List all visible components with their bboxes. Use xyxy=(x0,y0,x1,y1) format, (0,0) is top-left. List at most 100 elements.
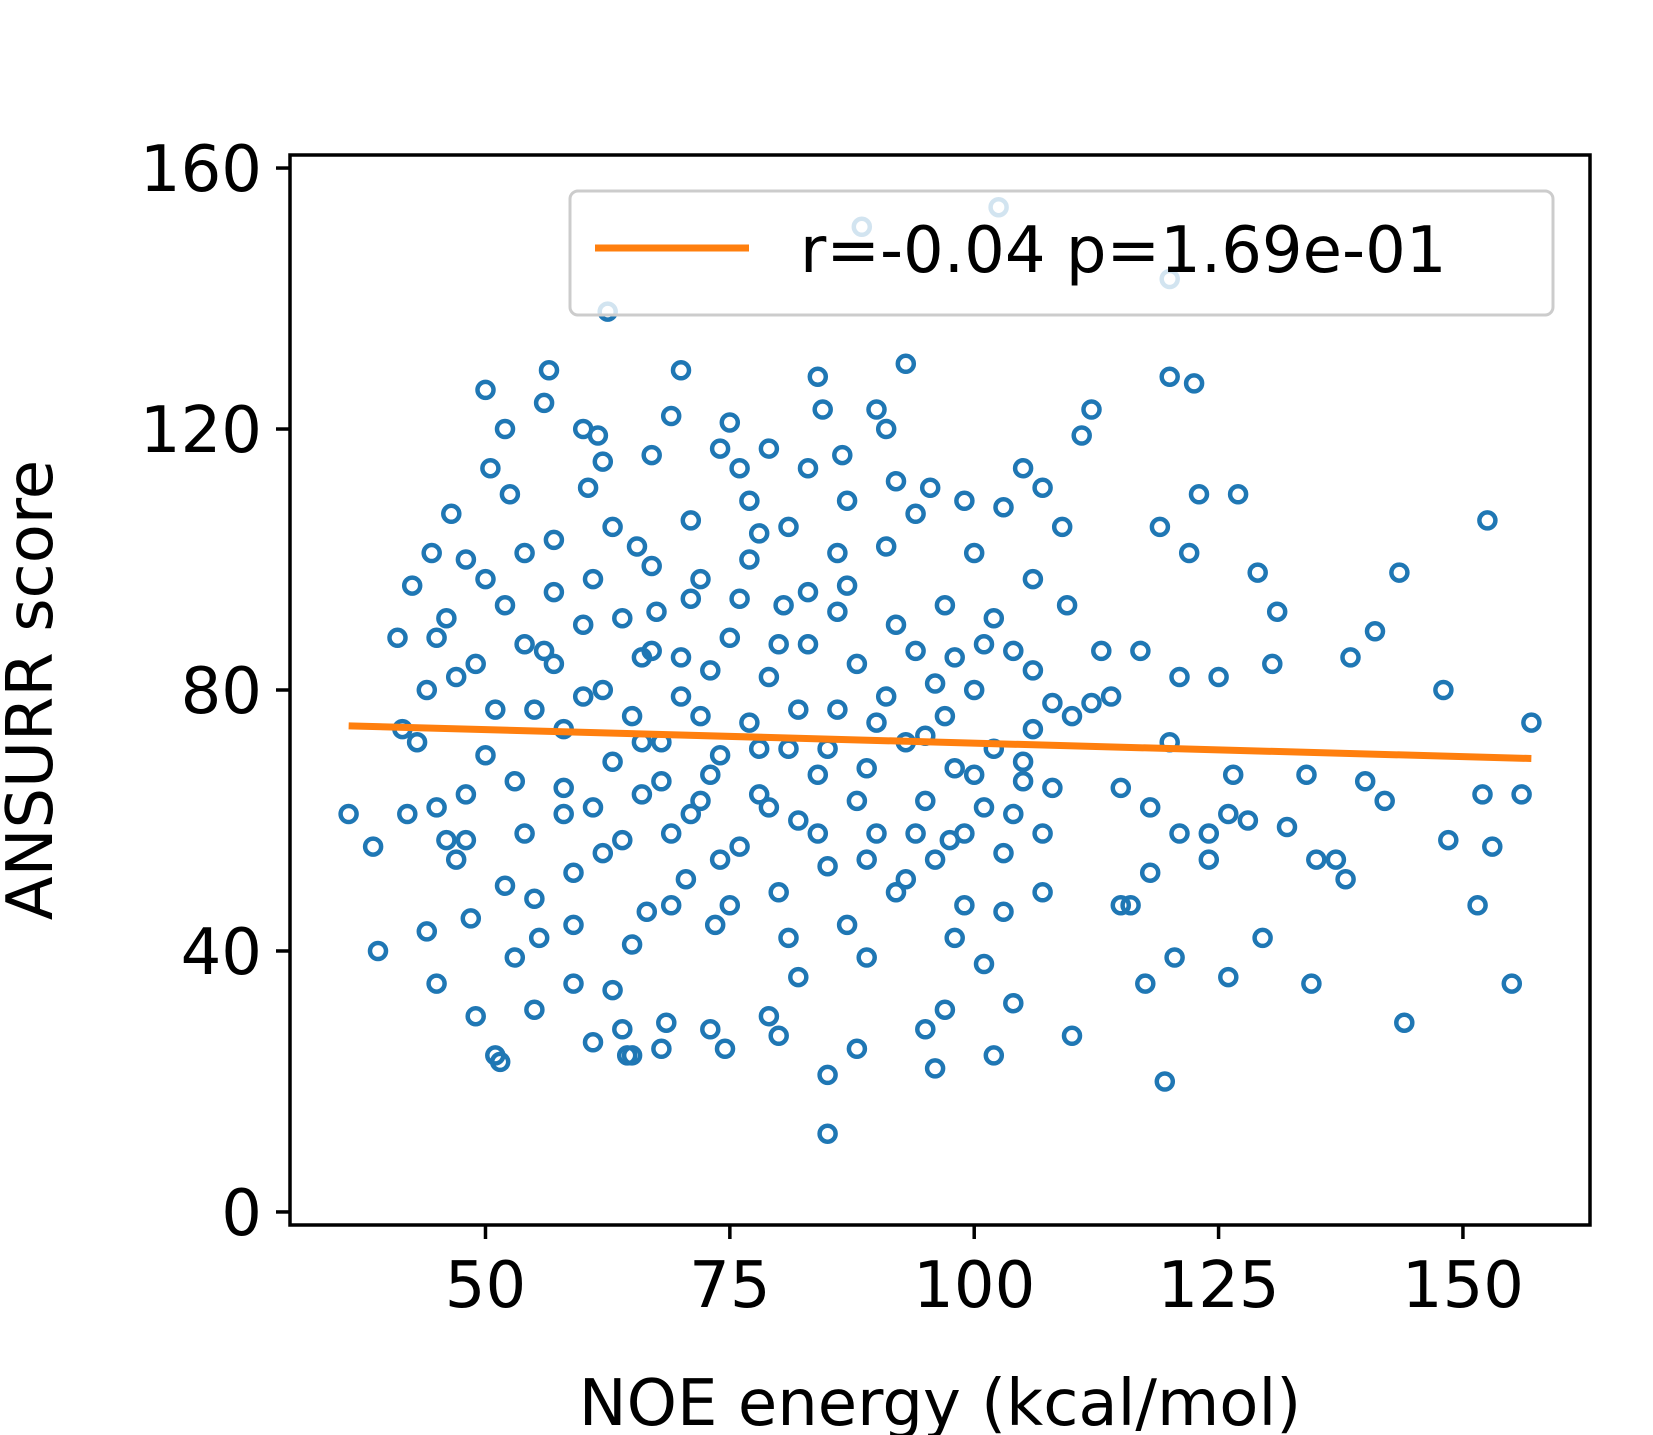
data-point xyxy=(788,966,809,988)
data-point xyxy=(1188,484,1210,505)
data-point xyxy=(436,829,457,851)
data-point xyxy=(1032,477,1053,498)
data-point xyxy=(1056,594,1078,616)
data-point xyxy=(944,758,965,779)
data-point xyxy=(1472,784,1493,805)
data-point xyxy=(778,516,799,538)
legend-box xyxy=(568,189,1555,317)
data-point xyxy=(660,823,682,844)
data-point xyxy=(465,1005,486,1027)
data-point xyxy=(875,686,897,707)
data-point xyxy=(533,392,555,414)
data-point xyxy=(572,614,594,636)
data-point xyxy=(670,360,692,381)
data-point xyxy=(680,803,702,825)
data-point xyxy=(1042,692,1063,714)
data-point xyxy=(475,568,496,590)
data-point xyxy=(832,444,853,466)
data-point xyxy=(934,999,956,1020)
data-point xyxy=(1208,666,1229,688)
data-point xyxy=(338,803,359,825)
data-point xyxy=(494,418,516,440)
data-point xyxy=(1301,973,1322,994)
data-point xyxy=(455,784,477,805)
data-point xyxy=(895,868,917,890)
data-point xyxy=(1364,621,1386,642)
y-axis-title: ANSURR score xyxy=(0,460,68,920)
data-point xyxy=(524,888,545,910)
data-point xyxy=(1169,823,1190,844)
data-point xyxy=(1051,516,1073,538)
data-point xyxy=(1374,790,1395,812)
data-point xyxy=(494,594,516,616)
data-point xyxy=(1521,712,1542,733)
data-point xyxy=(397,803,418,825)
data-point xyxy=(709,438,731,459)
data-point xyxy=(592,451,614,472)
data-point xyxy=(494,875,516,896)
data-point xyxy=(846,653,868,675)
data-point xyxy=(504,947,526,968)
data-point xyxy=(1012,771,1034,792)
data-point xyxy=(1130,640,1151,662)
data-point xyxy=(719,895,741,916)
data-point xyxy=(426,627,447,649)
data-point xyxy=(748,523,770,544)
data-point xyxy=(621,934,643,955)
data-point xyxy=(1262,653,1283,675)
data-point xyxy=(797,634,819,655)
data-point xyxy=(563,862,584,883)
data-point xyxy=(788,810,809,831)
y-tick-label: 80 xyxy=(181,655,262,729)
data-point xyxy=(1178,542,1200,564)
data-point xyxy=(445,849,467,870)
data-point xyxy=(817,855,838,877)
data-point xyxy=(1110,895,1132,916)
data-point xyxy=(641,444,662,466)
data-point xyxy=(954,895,975,916)
data-point xyxy=(1139,797,1161,818)
data-point xyxy=(367,940,389,962)
data-point xyxy=(416,921,438,942)
data-point xyxy=(1252,927,1273,949)
data-point xyxy=(1306,849,1327,870)
data-point xyxy=(1135,973,1156,994)
data-point xyxy=(1325,849,1347,870)
data-point xyxy=(1218,803,1239,825)
data-point xyxy=(1081,692,1102,714)
data-point xyxy=(602,751,623,773)
data-point xyxy=(739,549,760,570)
data-point xyxy=(563,914,584,936)
data-point xyxy=(846,1038,868,1060)
data-point xyxy=(1022,718,1044,740)
data-point xyxy=(1394,1012,1415,1033)
data-point xyxy=(885,882,907,903)
data-point xyxy=(612,1019,633,1040)
data-point xyxy=(1354,771,1376,792)
legend: r=-0.04 p=1.69e-01 xyxy=(568,189,1555,317)
data-point xyxy=(797,457,819,479)
x-tick-label: 100 xyxy=(913,1249,1035,1323)
data-point xyxy=(514,823,535,844)
data-point xyxy=(592,842,614,864)
data-point xyxy=(1022,660,1044,681)
data-point xyxy=(709,744,731,766)
data-point xyxy=(445,666,467,688)
data-point xyxy=(1012,751,1034,773)
data-point xyxy=(836,490,858,512)
data-point xyxy=(426,797,447,818)
data-point xyxy=(587,425,609,446)
data-point xyxy=(729,457,750,479)
data-point xyxy=(875,536,897,557)
data-point xyxy=(905,640,926,662)
data-point xyxy=(719,412,741,433)
data-point xyxy=(748,738,770,759)
data-point xyxy=(1022,568,1044,590)
data-point xyxy=(612,607,633,629)
data-point xyxy=(963,679,985,701)
data-point xyxy=(1389,562,1410,583)
data-point xyxy=(836,575,858,596)
data-point xyxy=(582,797,604,818)
data-point xyxy=(406,731,428,753)
y-tick-label: 160 xyxy=(140,133,262,207)
